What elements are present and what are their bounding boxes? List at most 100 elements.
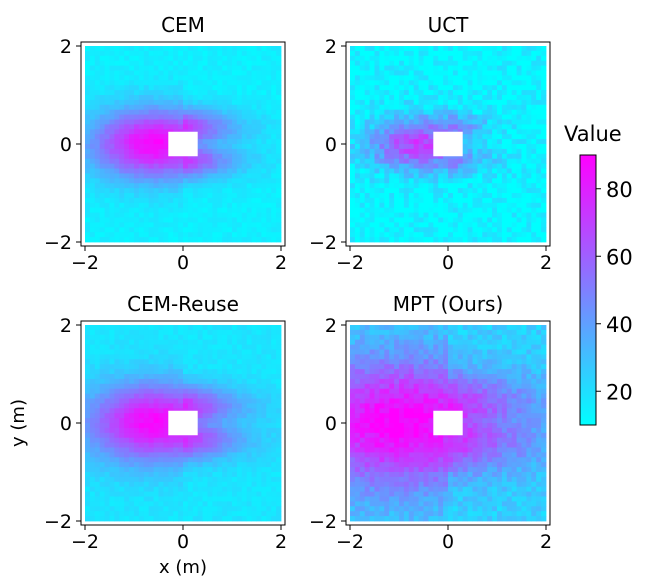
heatmap-cell: [178, 110, 183, 115]
heatmap-cell: [139, 149, 144, 154]
heatmap-cell: [433, 213, 438, 218]
heatmap-cell: [453, 120, 458, 125]
heatmap-cell: [517, 222, 522, 227]
heatmap-cell: [350, 389, 355, 394]
heatmap-cell: [183, 120, 188, 125]
heatmap-cell: [154, 384, 159, 389]
heatmap-cell: [100, 364, 105, 369]
heatmap-cell: [212, 66, 217, 71]
heatmap-cell: [433, 90, 438, 95]
heatmap-cell: [242, 159, 247, 164]
heatmap-cell: [261, 169, 266, 174]
heatmap-cell: [394, 56, 399, 61]
heatmap-cell: [531, 134, 536, 139]
heatmap-cell: [134, 232, 139, 237]
heatmap-cell: [492, 129, 497, 134]
heatmap-cell: [85, 452, 90, 457]
heatmap-cell: [428, 164, 433, 169]
heatmap-cell: [487, 105, 492, 110]
heatmap-cell: [360, 457, 365, 462]
heatmap-cell: [404, 173, 409, 178]
heatmap-cell: [370, 169, 375, 174]
heatmap-cell: [261, 482, 266, 487]
heatmap-cell: [507, 183, 512, 188]
heatmap-cell: [100, 452, 105, 457]
heatmap-cell: [266, 403, 271, 408]
heatmap-cell: [105, 213, 110, 218]
heatmap-cell: [119, 350, 124, 355]
heatmap-cell: [482, 110, 487, 115]
heatmap-cell: [110, 222, 115, 227]
heatmap-cell: [90, 227, 95, 232]
heatmap-cell: [271, 472, 276, 477]
heatmap-cell: [227, 413, 232, 418]
heatmap-cell: [100, 516, 105, 521]
heatmap-cell: [203, 75, 208, 80]
heatmap-cell: [453, 164, 458, 169]
heatmap-cell: [168, 85, 173, 90]
heatmap-cell: [114, 394, 119, 399]
heatmap-cell: [163, 105, 168, 110]
heatmap-cell: [261, 389, 266, 394]
heatmap-cell: [482, 46, 487, 51]
heatmap-cell: [159, 232, 164, 237]
heatmap-cell: [419, 183, 424, 188]
heatmap-cell: [100, 497, 105, 502]
heatmap-cell: [247, 129, 252, 134]
heatmap-cell: [227, 100, 232, 105]
heatmap-cell: [227, 188, 232, 193]
heatmap-cell: [350, 359, 355, 364]
heatmap-cell: [257, 359, 262, 364]
heatmap-cell: [247, 120, 252, 125]
heatmap-cell: [360, 379, 365, 384]
heatmap-cell: [217, 350, 222, 355]
heatmap-cell: [114, 203, 119, 208]
heatmap-cell: [232, 222, 237, 227]
heatmap-cell: [257, 169, 262, 174]
heatmap-cell: [193, 497, 198, 502]
heatmap-cell: [492, 232, 497, 237]
heatmap-cell: [95, 129, 100, 134]
heatmap-cell: [105, 364, 110, 369]
heatmap-cell: [252, 56, 257, 61]
heatmap-cell: [178, 100, 183, 105]
heatmap-cell: [100, 374, 105, 379]
heatmap-cell: [443, 46, 448, 51]
heatmap-cell: [203, 462, 208, 467]
heatmap-cell: [512, 227, 517, 232]
heatmap-cell: [512, 110, 517, 115]
heatmap-cell: [227, 203, 232, 208]
heatmap-cell: [365, 198, 370, 203]
heatmap-cell: [375, 66, 380, 71]
heatmap-cell: [350, 379, 355, 384]
heatmap-cell: [497, 159, 502, 164]
heatmap-cell: [90, 477, 95, 482]
heatmap-cell: [266, 213, 271, 218]
heatmap-cell: [468, 144, 473, 149]
heatmap-cell: [399, 144, 404, 149]
heatmap-cell: [350, 178, 355, 183]
heatmap-cell: [384, 105, 389, 110]
heatmap-cell: [95, 482, 100, 487]
heatmap-cell: [360, 120, 365, 125]
heatmap-cell: [541, 208, 546, 213]
heatmap-cell: [394, 173, 399, 178]
heatmap-cell: [154, 448, 159, 453]
heatmap-cell: [350, 394, 355, 399]
heatmap-cell: [477, 66, 482, 71]
heatmap-cell: [237, 379, 242, 384]
heatmap-cell: [144, 467, 149, 472]
heatmap-cell: [271, 237, 276, 242]
heatmap-cell: [375, 110, 380, 115]
heatmap-cell: [159, 237, 164, 242]
heatmap-cell: [159, 330, 164, 335]
heatmap-cell: [124, 193, 129, 198]
heatmap-cell: [247, 394, 252, 399]
heatmap-cell: [394, 198, 399, 203]
heatmap-cell: [482, 178, 487, 183]
heatmap-cell: [129, 330, 134, 335]
heatmap-cell: [252, 222, 257, 227]
heatmap-cell: [114, 433, 119, 438]
heatmap-cell: [375, 61, 380, 66]
heatmap-cell: [355, 56, 360, 61]
